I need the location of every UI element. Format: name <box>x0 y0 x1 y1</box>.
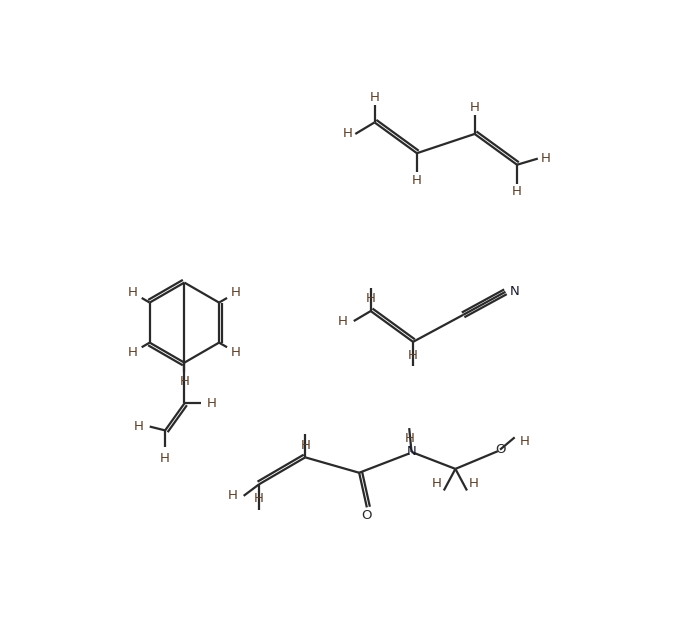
Text: H: H <box>254 492 264 505</box>
Text: H: H <box>134 420 144 433</box>
Text: O: O <box>361 509 372 523</box>
Text: H: H <box>231 286 241 300</box>
Text: H: H <box>128 345 138 359</box>
Text: N: N <box>510 285 520 298</box>
Text: N: N <box>406 446 417 458</box>
Text: H: H <box>469 477 479 490</box>
Text: H: H <box>512 185 522 198</box>
Text: H: H <box>128 286 138 300</box>
Text: H: H <box>540 152 551 165</box>
Text: H: H <box>300 439 310 451</box>
Text: H: H <box>520 435 530 448</box>
Text: H: H <box>231 345 241 359</box>
Text: H: H <box>365 292 376 305</box>
Text: O: O <box>495 443 505 456</box>
Text: H: H <box>338 314 348 328</box>
Text: H: H <box>432 477 442 490</box>
Text: H: H <box>408 349 418 362</box>
Text: H: H <box>228 490 238 502</box>
Text: H: H <box>470 100 480 114</box>
Text: H: H <box>160 451 170 465</box>
Text: H: H <box>207 397 216 410</box>
Text: H: H <box>180 375 189 389</box>
Text: H: H <box>404 432 414 445</box>
Text: H: H <box>412 173 422 187</box>
Text: H: H <box>369 91 380 104</box>
Text: H: H <box>343 128 353 140</box>
